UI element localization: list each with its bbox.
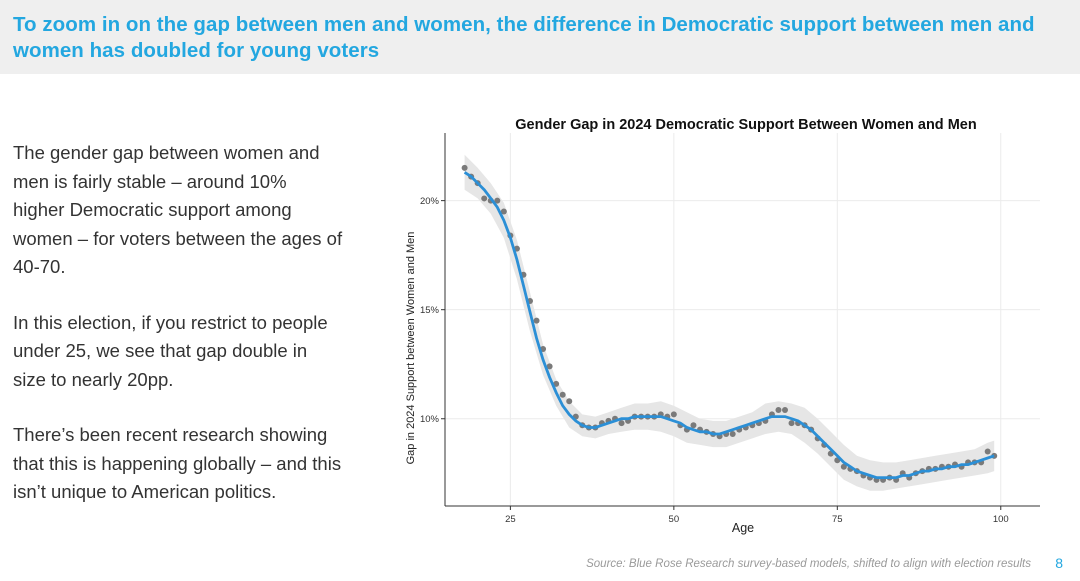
x-axis-label: Age <box>732 521 754 535</box>
x-tick-label: 50 <box>669 514 680 525</box>
title-band: To zoom in on the gap between men and wo… <box>0 0 1080 74</box>
data-point <box>690 422 697 429</box>
gender-gap-chart: Gender Gap in 2024 Democratic Support Be… <box>396 106 1056 546</box>
data-point <box>775 407 782 414</box>
y-tick-label: 20% <box>420 196 440 207</box>
data-point <box>984 448 991 455</box>
y-tick-label: 15% <box>420 305 440 316</box>
paragraph-2: In this election, if you restrict to peo… <box>13 311 328 390</box>
data-point <box>566 398 573 405</box>
data-point <box>618 420 625 427</box>
x-tick-label: 100 <box>993 514 1009 525</box>
confidence-band <box>464 154 995 491</box>
y-axis-label: Gap in 2024 Support between Women and Me… <box>405 232 417 465</box>
slide-title: To zoom in on the gap between men and wo… <box>13 13 1035 62</box>
chart-axes: 25 50 75 100 10% 15% 20% <box>420 133 1040 525</box>
data-point <box>670 411 677 418</box>
data-point <box>533 317 540 324</box>
data-point <box>553 380 560 387</box>
data-point <box>840 463 847 470</box>
y-tick-label: 10% <box>420 414 440 425</box>
data-point <box>782 407 788 414</box>
source-note: Source: Blue Rose Research survey-based … <box>586 558 1031 570</box>
data-point <box>729 431 736 438</box>
x-tick-label: 75 <box>832 514 843 525</box>
body-text: The gender gap between women and men is … <box>13 139 343 534</box>
data-point <box>546 363 553 370</box>
paragraph-3: There’s been recent research showing tha… <box>13 424 342 502</box>
chart-title: Gender Gap in 2024 Democratic Support Be… <box>515 117 976 133</box>
chart-svg: Gender Gap in 2024 Democratic Support Be… <box>405 117 1040 535</box>
data-point <box>461 164 468 171</box>
page-number: 8 <box>1055 555 1063 571</box>
data-point <box>481 195 488 202</box>
x-tick-label: 25 <box>505 514 516 525</box>
paragraph-1: The gender gap between women and men is … <box>13 142 343 277</box>
trend-line <box>463 171 995 479</box>
data-point <box>559 391 566 398</box>
data-point <box>500 208 507 215</box>
data-point <box>494 197 501 204</box>
data-point <box>788 420 795 427</box>
